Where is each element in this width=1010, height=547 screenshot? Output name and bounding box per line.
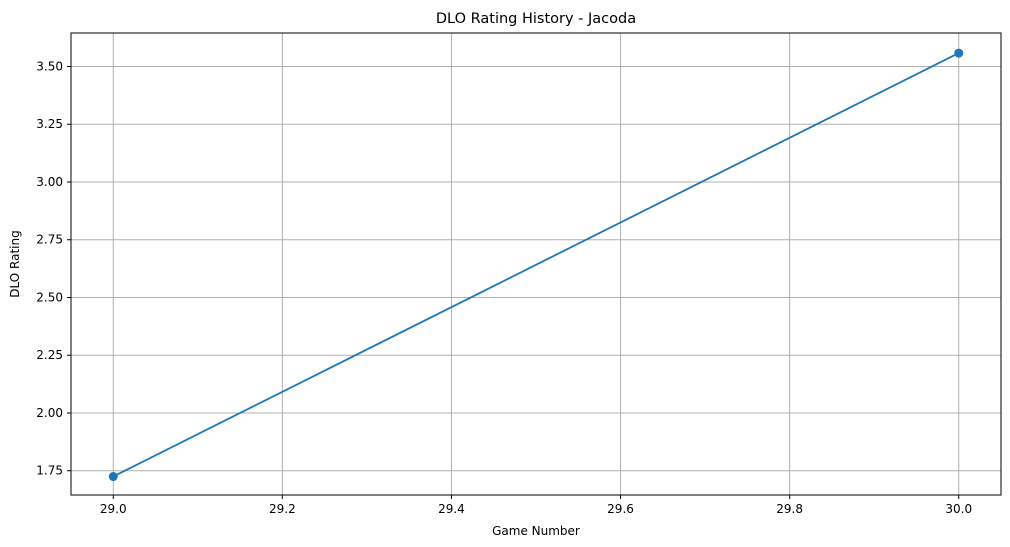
y-tick-label: 3.25 <box>36 117 63 131</box>
y-tick-label: 2.50 <box>36 290 63 304</box>
x-axis: 29.0 29.2 29.4 29.6 29.8 30.0 <box>100 495 972 516</box>
x-tick-label: 29.0 <box>100 502 127 516</box>
y-tick-label: 2.25 <box>36 348 63 362</box>
plot-frame <box>70 32 1002 496</box>
y-tick-label: 2.00 <box>36 406 63 420</box>
y-tick-label: 3.00 <box>36 175 63 189</box>
y-axis: 1.75 2.00 2.25 2.50 2.75 3.00 3.25 3.50 <box>36 59 71 478</box>
y-axis-title: DLO Rating <box>8 230 22 297</box>
series-line <box>112 52 960 478</box>
x-tick-label: 29.6 <box>607 502 634 516</box>
x-axis-title: Game Number <box>492 524 580 538</box>
gridlines <box>71 33 1001 495</box>
y-tick-label: 2.75 <box>36 233 63 247</box>
data-point <box>108 472 118 482</box>
x-tick-label: 29.2 <box>269 502 296 516</box>
data-series <box>108 48 964 482</box>
data-point <box>954 48 964 58</box>
x-tick-label: 30.0 <box>945 502 972 516</box>
y-tick-label: 1.75 <box>36 464 63 478</box>
x-tick-label: 29.4 <box>438 502 465 516</box>
x-tick-label: 29.8 <box>776 502 803 516</box>
chart-title: DLO Rating History - Jacoda <box>436 11 636 27</box>
y-tick-label: 3.50 <box>36 59 63 73</box>
